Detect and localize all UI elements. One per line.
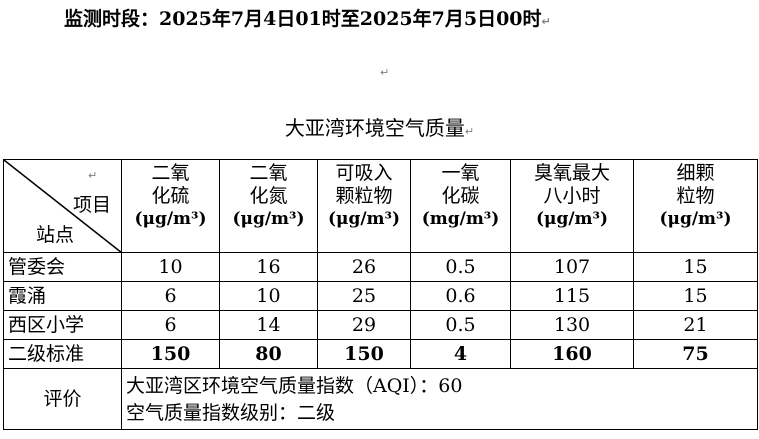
table-cell: 29 [317, 310, 411, 340]
standard-value: 150 [121, 339, 220, 369]
station-name: 霞涌 [3, 281, 122, 311]
table-cell: 10 [121, 252, 220, 282]
table-header-row: ↵ 项目 站点 二氧 化硫 (μg/m³) 二氧 化氮 (μg/m³) 可吸入 颗粒物 (μ… [3, 159, 758, 253]
aqi-line: 大亚湾区环境空气质量指数（AQI）：60 [126, 375, 463, 397]
corner-diagonal-cell: ↵ 项目 站点 [3, 159, 122, 253]
corner-label-station: 站点 [36, 224, 75, 246]
evaluation-text: 大亚湾区环境空气质量指数（AQI）：60 空气质量指数级别：二级 [121, 368, 758, 430]
table-cell: 10 [219, 281, 318, 311]
column-header: 臭氧最大 八小时 (μg/m³) [510, 159, 634, 253]
standard-value: 75 [633, 339, 758, 369]
station-name: 二级标准 [3, 339, 122, 369]
document-title: 大亚湾环境空气质量↵ [284, 116, 475, 140]
column-header: 细颗 粒物 (μg/m³) [633, 159, 758, 253]
table-cell: 0.5 [410, 310, 511, 340]
paragraph-mark: ↵ [380, 66, 390, 79]
column-header: 可吸入 颗粒物 (μg/m³) [317, 159, 411, 253]
table-cell: 16 [219, 252, 318, 282]
standard-value: 4 [410, 339, 511, 369]
table-cell: 21 [633, 310, 758, 340]
standard-row: 二级标准 150 80 150 4 160 75 [3, 339, 758, 369]
evaluation-label: 评价 [3, 368, 122, 430]
table-cell: 14 [219, 310, 318, 340]
station-name: 西区小学 [3, 310, 122, 340]
evaluation-row: 评价 大亚湾区环境空气质量指数（AQI）：60 空气质量指数级别：二级 [3, 368, 758, 430]
monitoring-period: 监测时段：2025年7月4日01时至2025年7月5日00时↵ [64, 8, 551, 30]
table-cell: 107 [510, 252, 634, 282]
column-header: 二氧 化硫 (μg/m³) [121, 159, 220, 253]
standard-value: 80 [219, 339, 318, 369]
table-row: 西区小学 6 14 29 0.5 130 21 [3, 310, 758, 340]
table-cell: 0.5 [410, 252, 511, 282]
column-header: 一氧 化碳 (mg/m³) [410, 159, 511, 253]
aqi-level-line: 空气质量指数级别：二级 [126, 402, 336, 424]
table-row: 霞涌 6 10 25 0.6 115 15 [3, 281, 758, 311]
column-header: 二氧 化氮 (μg/m³) [219, 159, 318, 253]
table-cell: 115 [510, 281, 634, 311]
air-quality-table: ↵ 项目 站点 二氧 化硫 (μg/m³) 二氧 化氮 (μg/m³) 可吸入 颗粒物 (μ… [3, 159, 758, 430]
table-cell: 15 [633, 252, 758, 282]
table-cell: 130 [510, 310, 634, 340]
table-cell: 6 [121, 281, 220, 311]
table-cell: 0.6 [410, 281, 511, 311]
standard-value: 150 [317, 339, 411, 369]
table-cell: 25 [317, 281, 411, 311]
table-cell: 6 [121, 310, 220, 340]
table-cell: 26 [317, 252, 411, 282]
corner-label-item: 项目 [72, 194, 111, 216]
paragraph-mark: ↵ [88, 169, 98, 182]
standard-value: 160 [510, 339, 634, 369]
table-cell: 15 [633, 281, 758, 311]
diagonal-line [4, 160, 122, 253]
station-name: 管委会 [3, 252, 122, 282]
table-row: 管委会 10 16 26 0.5 107 15 [3, 252, 758, 282]
